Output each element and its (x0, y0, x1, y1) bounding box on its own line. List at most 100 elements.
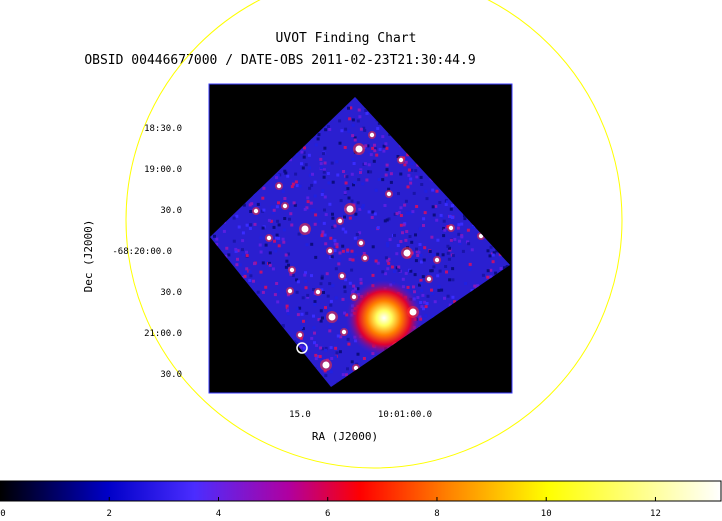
noise-pixel (301, 296, 305, 300)
noise-pixel (386, 267, 390, 271)
noise-pixel (295, 341, 298, 345)
noise-pixel (436, 252, 440, 256)
noise-pixel (322, 170, 326, 174)
noise-pixel (288, 158, 292, 162)
noise-pixel (227, 253, 231, 257)
noise-pixel (384, 173, 388, 177)
noise-pixel (415, 205, 419, 208)
noise-pixel (423, 211, 427, 215)
dec-tick-label: 30.0 (160, 370, 182, 380)
star (426, 276, 432, 282)
noise-pixel (286, 252, 290, 256)
noise-pixel (236, 249, 240, 253)
noise-pixel (261, 226, 265, 230)
noise-pixel (290, 223, 294, 227)
noise-pixel (339, 335, 343, 339)
noise-pixel (422, 217, 426, 221)
noise-pixel (290, 185, 294, 189)
noise-pixel (302, 151, 306, 155)
noise-pixel (301, 166, 305, 170)
star (289, 267, 295, 273)
noise-pixel (384, 142, 388, 146)
noise-pixel (327, 181, 331, 185)
noise-pixel (259, 250, 263, 254)
noise-pixel (443, 226, 447, 230)
noise-pixel (319, 309, 323, 313)
noise-pixel (449, 207, 453, 211)
noise-pixel (404, 238, 408, 242)
noise-pixel (259, 236, 263, 240)
noise-pixel (268, 263, 272, 267)
noise-pixel (431, 205, 435, 209)
noise-pixel (432, 265, 436, 269)
noise-pixel (262, 186, 266, 190)
noise-pixel (406, 285, 410, 289)
star (266, 235, 272, 241)
noise-pixel (277, 223, 281, 227)
noise-pixel (277, 201, 280, 205)
noise-pixel (408, 235, 412, 238)
noise-pixel (335, 242, 339, 246)
noise-pixel (281, 237, 285, 241)
noise-pixel (341, 244, 345, 248)
noise-pixel (467, 242, 471, 246)
noise-pixel (313, 194, 317, 198)
noise-pixel (357, 108, 361, 112)
noise-pixel (418, 227, 422, 231)
noise-pixel (351, 258, 355, 262)
ra-tick-label: 10:01:00.0 (378, 410, 432, 420)
noise-pixel (339, 199, 343, 203)
noise-pixel (399, 214, 403, 217)
noise-pixel (419, 175, 423, 179)
noise-pixel (333, 249, 337, 253)
star (434, 257, 440, 263)
noise-pixel (401, 277, 405, 281)
noise-pixel (276, 300, 280, 304)
noise-pixel (424, 189, 428, 193)
noise-pixel (269, 219, 273, 223)
noise-pixel (314, 357, 318, 361)
noise-pixel (381, 270, 385, 274)
noise-pixel (359, 277, 363, 281)
noise-pixel (350, 360, 354, 364)
noise-pixel (442, 219, 446, 223)
noise-pixel (404, 199, 408, 203)
noise-pixel (300, 150, 304, 154)
noise-pixel (291, 273, 295, 277)
star (355, 145, 363, 153)
noise-pixel (276, 219, 280, 223)
noise-pixel (415, 250, 419, 254)
noise-pixel (285, 259, 289, 263)
noise-pixel (304, 279, 308, 283)
noise-pixel (319, 346, 323, 350)
noise-pixel (235, 263, 239, 267)
noise-pixel (334, 267, 338, 271)
noise-pixel (456, 226, 460, 230)
noise-pixel (272, 208, 276, 212)
star (362, 255, 368, 261)
noise-pixel (303, 273, 307, 277)
noise-pixel (310, 242, 314, 246)
noise-pixel (302, 155, 306, 159)
noise-pixel (407, 168, 411, 172)
noise-pixel (426, 294, 430, 298)
star (478, 233, 484, 239)
noise-pixel (328, 325, 332, 329)
noise-pixel (367, 170, 371, 174)
noise-pixel (470, 289, 474, 293)
noise-pixel (492, 251, 496, 255)
noise-pixel (293, 203, 297, 207)
noise-pixel (437, 285, 441, 289)
noise-pixel (316, 137, 320, 141)
noise-pixel (322, 175, 326, 179)
noise-pixel (491, 260, 495, 264)
noise-pixel (329, 370, 333, 374)
noise-pixel (373, 212, 377, 216)
noise-pixel (420, 247, 424, 251)
noise-pixel (468, 262, 472, 266)
noise-pixel (306, 200, 310, 204)
noise-pixel (294, 180, 298, 184)
noise-pixel (320, 288, 324, 292)
noise-pixel (397, 211, 401, 214)
noise-pixel (317, 133, 321, 137)
